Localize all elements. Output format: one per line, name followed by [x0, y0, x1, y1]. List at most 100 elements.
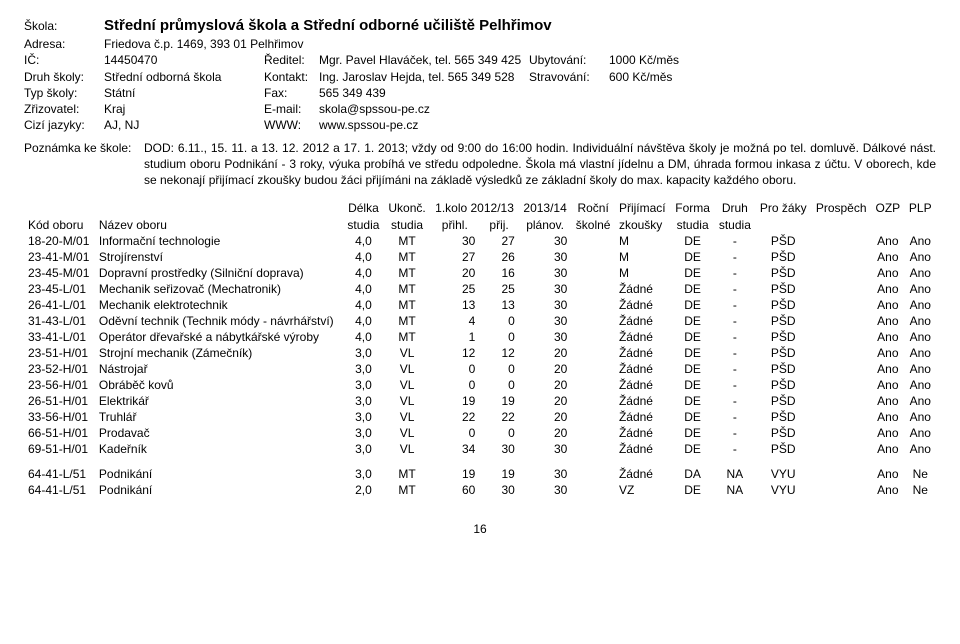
cell-planov: 30 [519, 233, 572, 249]
cell-prij: 0 [479, 313, 519, 329]
cell-prihl: 30 [430, 233, 479, 249]
cell-planov: 30 [519, 281, 572, 297]
cell-prihl: 19 [430, 393, 479, 409]
cell-plp: Ano [905, 441, 936, 457]
cell-prij: 19 [479, 457, 519, 482]
cell-ozp: Ano [871, 233, 904, 249]
email-label: E-mail: [264, 101, 319, 117]
www-label: WWW: [264, 117, 319, 133]
cell-prihl: 34 [430, 441, 479, 457]
table-row: 26-51-H/01Elektrikář3,0VL191920ŽádnéDE-P… [24, 393, 936, 409]
cell-prozaky: PŠD [755, 377, 811, 393]
cell-nazev: Podnikání [95, 457, 343, 482]
cell-nazev: Oděvní technik (Technik módy - návrhářst… [95, 313, 343, 329]
cell-delka: 3,0 [343, 345, 384, 361]
cell-planov: 30 [519, 297, 572, 313]
th-prihl-1: 1.kolo 2012/13 [430, 200, 519, 216]
cell-ozp: Ano [871, 441, 904, 457]
cell-druh: - [714, 329, 755, 345]
cell-prij: 30 [479, 482, 519, 498]
cell-plp: Ano [905, 265, 936, 281]
cell-druh: - [714, 441, 755, 457]
th-prij-2: přij. [479, 217, 519, 233]
table-row: 64-41-L/51Podnikání3,0MT191930ŽádnéDANAV… [24, 457, 936, 482]
cell-nazev: Informační technologie [95, 233, 343, 249]
cell-zkousky: M [615, 265, 671, 281]
table-row: 23-51-H/01Strojní mechanik (Zámečník)3,0… [24, 345, 936, 361]
th-ozp-1: OZP [871, 200, 904, 216]
cell-prihl: 0 [430, 425, 479, 441]
cell-ukonc: MT [384, 313, 430, 329]
cell-rocni [571, 345, 615, 361]
cell-druh: NA [714, 457, 755, 482]
cell-delka: 3,0 [343, 441, 384, 457]
cell-nazev: Prodavač [95, 425, 343, 441]
fax-label: Fax: [264, 85, 319, 101]
table-row: 23-56-H/01Obráběč kovů3,0VL0020ŽádnéDE-P… [24, 377, 936, 393]
th-plp-2 [905, 217, 936, 233]
cell-rocni [571, 329, 615, 345]
cell-forma: DE [671, 329, 715, 345]
cell-nazev: Strojírenství [95, 249, 343, 265]
cell-planov: 30 [519, 249, 572, 265]
cell-ukonc: MT [384, 233, 430, 249]
director-value: Mgr. Pavel Hlaváček, tel. 565 349 425 [319, 52, 529, 68]
cell-druh: - [714, 393, 755, 409]
cell-zkousky: M [615, 249, 671, 265]
cell-druh: NA [714, 482, 755, 498]
cell-kod: 64-41-L/51 [24, 482, 95, 498]
cell-forma: DE [671, 281, 715, 297]
th-ozp-2 [871, 217, 904, 233]
table-row: 26-41-L/01Mechanik elektrotechnik4,0MT13… [24, 297, 936, 313]
cell-forma: DE [671, 361, 715, 377]
cell-ukonc: VL [384, 393, 430, 409]
cell-ukonc: MT [384, 297, 430, 313]
th-zkousky-2: zkoušky [615, 217, 671, 233]
cell-forma: DE [671, 441, 715, 457]
cell-prospech [811, 441, 871, 457]
typ-label: Typ školy: [24, 85, 104, 101]
cell-ozp: Ano [871, 482, 904, 498]
cell-prozaky: PŠD [755, 265, 811, 281]
cell-forma: DE [671, 265, 715, 281]
th-forma-1: Forma [671, 200, 715, 216]
founder-label: Zřizovatel: [24, 101, 104, 117]
cell-delka: 4,0 [343, 313, 384, 329]
th-plp-1: PLP [905, 200, 936, 216]
th-delka-2: studia [343, 217, 384, 233]
cell-rocni [571, 249, 615, 265]
cell-planov: 20 [519, 409, 572, 425]
cell-delka: 2,0 [343, 482, 384, 498]
cell-plp: Ano [905, 409, 936, 425]
table-row: 69-51-H/01Kadeřník3,0VL343030ŽádnéDE-PŠD… [24, 441, 936, 457]
cell-delka: 3,0 [343, 425, 384, 441]
courses-table: Délka Ukonč. 1.kolo 2012/13 2013/14 Ročn… [24, 200, 936, 498]
cell-rocni [571, 265, 615, 281]
founder-value: Kraj [104, 101, 264, 117]
cell-zkousky: Žádné [615, 409, 671, 425]
cell-prospech [811, 249, 871, 265]
cell-prozaky: PŠD [755, 313, 811, 329]
cell-prihl: 1 [430, 329, 479, 345]
cell-prozaky: PŠD [755, 425, 811, 441]
cell-forma: DE [671, 297, 715, 313]
cell-ukonc: MT [384, 457, 430, 482]
cell-rocni [571, 233, 615, 249]
table-row: 33-41-L/01Operátor dřevařské a nábytkářs… [24, 329, 936, 345]
cell-zkousky: Žádné [615, 441, 671, 457]
cell-ozp: Ano [871, 457, 904, 482]
cell-prozaky: PŠD [755, 249, 811, 265]
cell-prozaky: PŠD [755, 281, 811, 297]
cell-prospech [811, 482, 871, 498]
lang-label: Cizí jazyky: [24, 117, 104, 133]
th-prozaky-2 [755, 217, 811, 233]
cell-plp: Ano [905, 249, 936, 265]
cell-zkousky: Žádné [615, 345, 671, 361]
cell-nazev: Kadeřník [95, 441, 343, 457]
contact-value: Ing. Jaroslav Hejda, tel. 565 349 528 [319, 69, 529, 85]
cell-rocni [571, 281, 615, 297]
th-prozaky-1: Pro žáky [755, 200, 811, 216]
cell-prospech [811, 233, 871, 249]
cell-rocni [571, 425, 615, 441]
cell-prozaky: PŠD [755, 441, 811, 457]
